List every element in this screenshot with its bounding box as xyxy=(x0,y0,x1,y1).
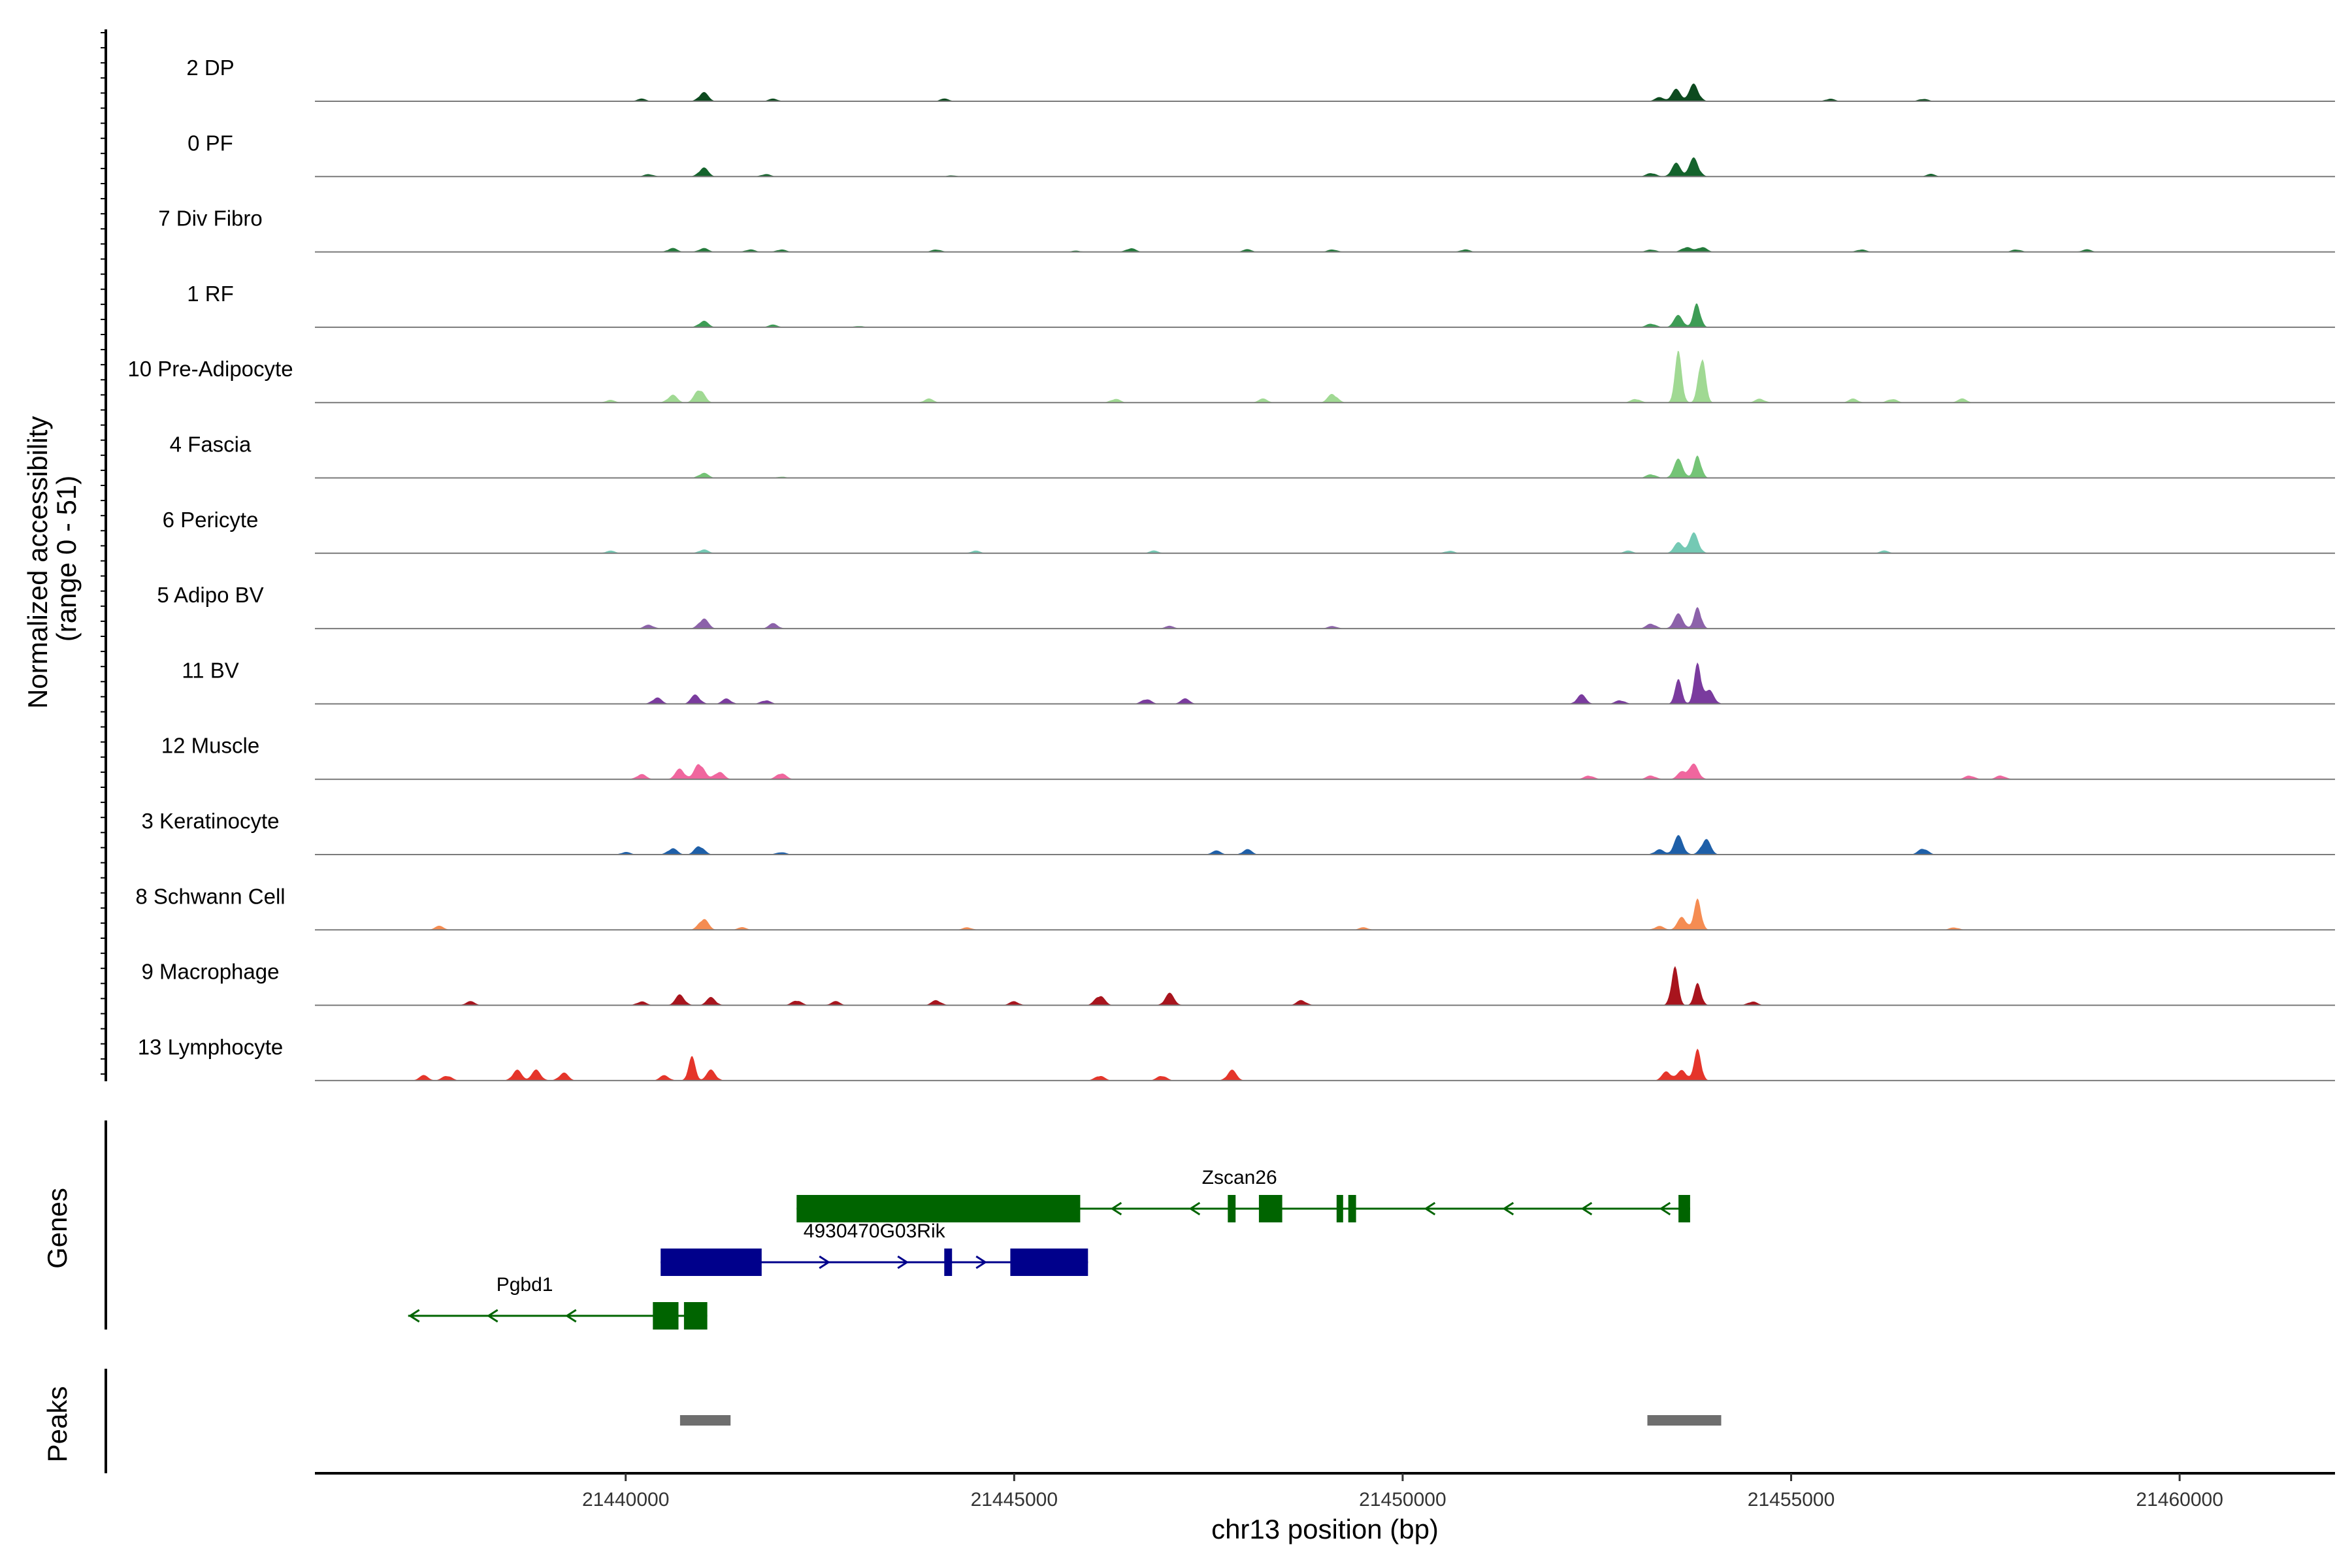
track-label: 11 BV xyxy=(182,658,238,682)
exon xyxy=(1678,1195,1690,1222)
gene-zscan26: Zscan26 xyxy=(796,1167,1690,1222)
coverage-area xyxy=(315,83,2335,101)
track-7-div-fibro: 7 Div Fibro xyxy=(158,206,2335,253)
track-9-macrophage: 9 Macrophage xyxy=(142,960,2335,1006)
track-label: 0 PF xyxy=(188,131,233,155)
track-label: 12 Muscle xyxy=(161,734,259,758)
exon xyxy=(796,1195,1081,1222)
strand-arrow xyxy=(564,1309,577,1323)
x-tick-label: 21460000 xyxy=(2136,1489,2223,1511)
peaks-track xyxy=(679,1415,1722,1426)
strand-arrow xyxy=(819,1255,830,1269)
strand-arrow xyxy=(408,1309,420,1323)
track-label: 9 Macrophage xyxy=(142,960,280,984)
coverage-area xyxy=(315,835,2335,855)
track-label: 7 Div Fibro xyxy=(158,206,263,231)
track-11-bv: 11 BV xyxy=(182,658,2335,705)
track-label: 6 Pericyte xyxy=(163,508,259,532)
coverage-area xyxy=(315,350,2335,403)
y-axis-title-line2: (range 0 - 51) xyxy=(51,476,82,642)
coverage-area xyxy=(315,157,2335,177)
track-label: 10 Pre-Adipocyte xyxy=(127,357,293,381)
strand-arrow xyxy=(1502,1201,1514,1216)
x-tick-label: 21445000 xyxy=(971,1489,1058,1511)
exon xyxy=(683,1302,708,1330)
track-label: 4 Fascia xyxy=(170,433,252,457)
track-label: 13 Lymphocyte xyxy=(138,1035,284,1059)
strand-arrow xyxy=(1188,1201,1201,1216)
coverage-area xyxy=(315,1049,2335,1081)
coverage-area xyxy=(315,303,2335,327)
x-tick-label: 21455000 xyxy=(1748,1489,1835,1511)
track-6-pericyte: 6 Pericyte xyxy=(163,508,2335,554)
genes-track-title: Genes xyxy=(42,1188,73,1269)
x-axis: 21440000 21445000 21450000 21455000 21460000 xyxy=(315,1472,2335,1511)
gene-label: Zscan26 xyxy=(1202,1167,1277,1188)
gene-4930470g03rik: 4930470G03Rik xyxy=(661,1220,1088,1276)
gene-pgbd1: Pgbd1 xyxy=(408,1274,708,1330)
exon xyxy=(653,1302,679,1330)
peak-region xyxy=(679,1415,731,1426)
exon xyxy=(1336,1195,1343,1222)
strand-arrow xyxy=(1110,1201,1122,1216)
coverage-area xyxy=(315,607,2335,629)
strand-arrow xyxy=(1424,1201,1436,1216)
track-3-keratinocyte: 3 Keratinocyte xyxy=(142,809,2335,855)
track-12-muscle: 12 Muscle xyxy=(161,734,2335,780)
x-tick-label: 21450000 xyxy=(1359,1489,1446,1511)
x-axis-title: chr13 position (bp) xyxy=(1211,1514,1439,1544)
track-5-adipo-bv: 5 Adipo BV xyxy=(157,583,2335,630)
track-label: 3 Keratinocyte xyxy=(142,809,280,833)
exon xyxy=(1258,1195,1282,1222)
coverage-area xyxy=(315,763,2335,779)
gene-label: Pgbd1 xyxy=(497,1274,553,1296)
strand-arrow xyxy=(1659,1201,1671,1216)
track-10-pre-adipocyte: 10 Pre-Adipocyte xyxy=(127,350,2335,404)
track-label: 5 Adipo BV xyxy=(157,583,263,607)
track-13-lymphocyte: 13 Lymphocyte xyxy=(138,1035,2335,1081)
exon xyxy=(1228,1195,1236,1222)
exon xyxy=(944,1249,953,1276)
peaks-track-title: Peaks xyxy=(42,1386,73,1463)
strand-arrow xyxy=(975,1255,987,1269)
exon xyxy=(661,1249,762,1276)
y-axis-title-line1: Normalized accessibility xyxy=(22,416,53,709)
strand-arrow xyxy=(1580,1201,1593,1216)
track-2-dp: 2 DP xyxy=(186,56,2335,102)
genes-track: Zscan26 4930470G03Rik Pgbd1 xyxy=(408,1167,1690,1330)
strand-arrow xyxy=(897,1255,909,1269)
track-8-schwann-cell: 8 Schwann Cell xyxy=(135,884,2335,931)
track-0-pf: 0 PF xyxy=(188,131,2335,178)
exon xyxy=(1348,1195,1356,1222)
x-tick-label: 21440000 xyxy=(582,1489,669,1511)
strand-arrow xyxy=(486,1309,498,1323)
exon xyxy=(1010,1249,1088,1276)
gene-label: 4930470G03Rik xyxy=(804,1220,946,1242)
coverage-area xyxy=(315,247,2335,252)
track-label: 2 DP xyxy=(186,56,234,80)
peak-region xyxy=(1647,1415,1722,1426)
track-label: 1 RF xyxy=(187,282,234,306)
y-axis-title: Normalized accessibility (range 0 - 51) xyxy=(22,408,82,709)
coverage-area xyxy=(315,966,2335,1005)
coverage-tracks: 2 DP 0 PF 7 Div Fibro 1 RF 10 Pre-Adipocyte 4… xyxy=(127,56,2335,1081)
coverage-area xyxy=(315,898,2335,930)
track-label: 8 Schwann Cell xyxy=(135,884,285,908)
track-1-rf: 1 RF xyxy=(187,282,2335,328)
track-4-fascia: 4 Fascia xyxy=(170,433,2335,479)
coverage-area xyxy=(315,455,2335,478)
coverage-area xyxy=(315,662,2335,704)
coverage-area xyxy=(315,532,2335,553)
left-axes xyxy=(101,29,107,1473)
